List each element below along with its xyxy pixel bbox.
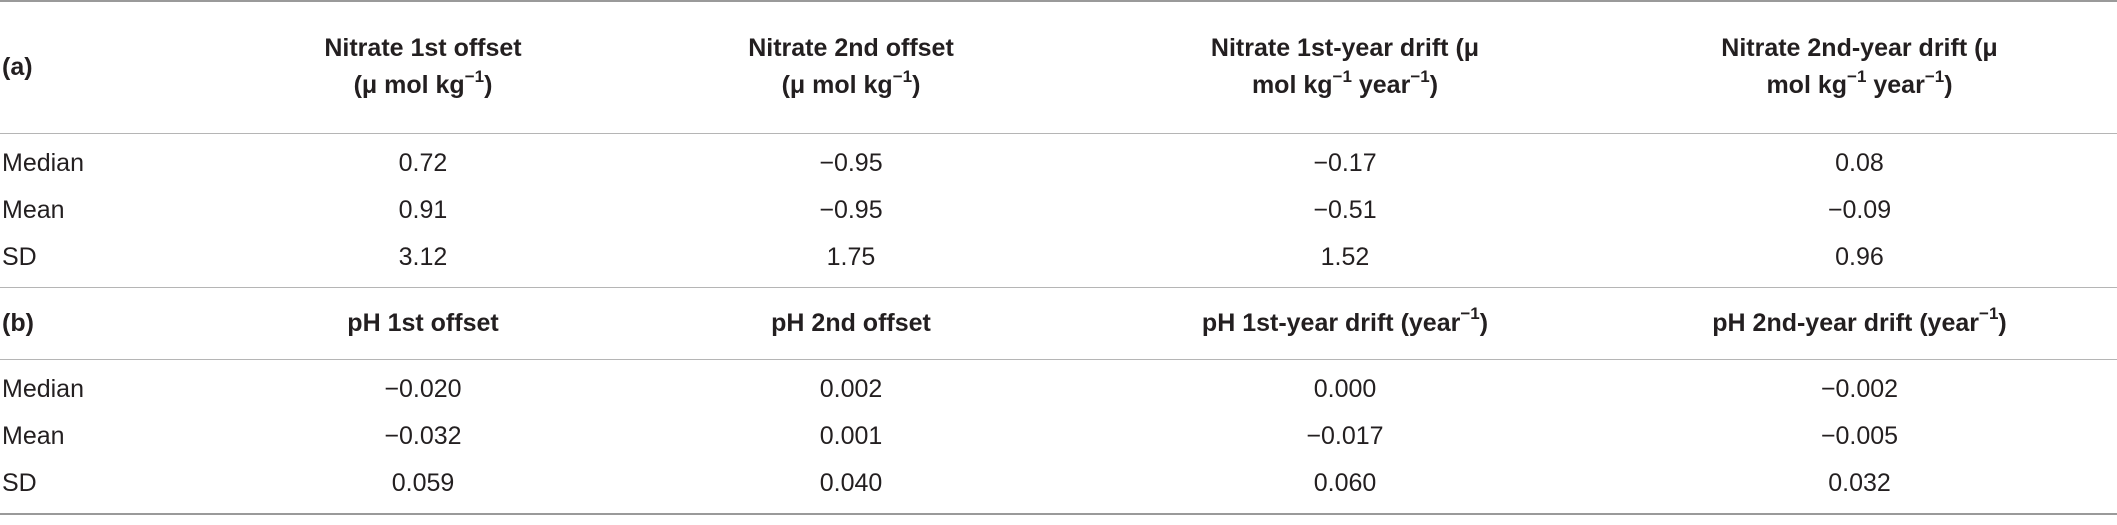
table-cell: 0.059 bbox=[391, 468, 455, 497]
table-cell: −0.005 bbox=[1820, 421, 1899, 450]
section-a-label: (a) bbox=[2, 52, 33, 81]
table-cell: 1.75 bbox=[826, 242, 876, 271]
row-label: SD bbox=[2, 242, 37, 271]
header-nitrate-1st-offset: Nitrate 1st offset (μ mol kg−1) bbox=[232, 1, 614, 133]
header-main: Nitrate 2nd-year drift (μ bbox=[1721, 34, 1998, 63]
table-cell: 0.040 bbox=[819, 468, 883, 497]
header-unit: (μ mol kg−1) bbox=[781, 66, 921, 100]
table-cell: −0.95 bbox=[819, 148, 883, 177]
header-main: Nitrate 1st offset bbox=[324, 34, 522, 63]
row-label: Mean bbox=[2, 195, 65, 224]
table-cell: −0.020 bbox=[384, 374, 462, 403]
table-row: Median −0.020 0.002 0.000 −0.002 bbox=[0, 359, 2117, 413]
table-row: Median 0.72 −0.95 −0.17 0.08 bbox=[0, 133, 2117, 187]
header-main: Nitrate 1st-year drift (μ bbox=[1210, 34, 1480, 63]
row-label: Median bbox=[2, 374, 84, 403]
table-cell: −0.002 bbox=[1820, 374, 1899, 403]
header-unit: mol kg−1 year−1) bbox=[1251, 66, 1439, 100]
section-a-header-row: (a) Nitrate 1st offset (μ mol kg−1) Nitr… bbox=[0, 1, 2117, 133]
section-b-header-row: (b) pH 1st offset pH 2nd offset pH 1st-y… bbox=[0, 287, 2117, 359]
table-cell: 0.72 bbox=[398, 148, 448, 177]
table-cell: −0.032 bbox=[384, 421, 462, 450]
table-cell: 0.91 bbox=[398, 195, 448, 224]
table-cell: 3.12 bbox=[398, 242, 448, 271]
table-row: SD 0.059 0.040 0.060 0.032 bbox=[0, 460, 2117, 514]
table-cell: −0.09 bbox=[1827, 195, 1892, 224]
table-cell: 0.08 bbox=[1835, 148, 1884, 177]
section-b-label: (b) bbox=[2, 308, 34, 337]
table-cell: −0.51 bbox=[1313, 195, 1377, 224]
table-cell: 1.52 bbox=[1320, 242, 1370, 271]
table-cell: −0.017 bbox=[1306, 421, 1384, 450]
table-cell: −0.17 bbox=[1313, 148, 1377, 177]
header-ph-2nd-year-drift: pH 2nd-year drift (year−1) bbox=[1712, 304, 2007, 337]
header-nitrate-1st-year-drift: Nitrate 1st-year drift (μ mol kg−1 year−… bbox=[1088, 1, 1602, 133]
table-row: SD 3.12 1.75 1.52 0.96 bbox=[0, 234, 2117, 288]
table-cell: 0.060 bbox=[1313, 468, 1377, 497]
row-label: SD bbox=[2, 468, 37, 497]
header-ph-1st-offset: pH 1st offset bbox=[347, 308, 499, 337]
header-ph-1st-year-drift: pH 1st-year drift (year−1) bbox=[1201, 304, 1489, 337]
table-cell: 0.96 bbox=[1835, 242, 1884, 271]
header-unit: (μ mol kg−1) bbox=[353, 66, 493, 100]
header-nitrate-2nd-year-drift: Nitrate 2nd-year drift (μ mol kg−1 year−… bbox=[1602, 1, 2117, 133]
row-label: Mean bbox=[2, 421, 65, 450]
row-label: Median bbox=[2, 148, 84, 177]
table-cell: −0.95 bbox=[819, 195, 883, 224]
table-cell: 0.000 bbox=[1313, 374, 1377, 403]
header-unit: mol kg−1 year−1) bbox=[1766, 66, 1953, 100]
table-row: Mean 0.91 −0.95 −0.51 −0.09 bbox=[0, 187, 2117, 234]
header-ph-2nd-offset: pH 2nd offset bbox=[771, 308, 931, 337]
table-cell: 0.001 bbox=[819, 421, 883, 450]
table-cell: 0.002 bbox=[819, 374, 883, 403]
header-nitrate-2nd-offset: Nitrate 2nd offset (μ mol kg−1) bbox=[614, 1, 1088, 133]
table-row: Mean −0.032 0.001 −0.017 −0.005 bbox=[0, 413, 2117, 460]
header-main: Nitrate 2nd offset bbox=[748, 34, 954, 63]
table-cell: 0.032 bbox=[1828, 468, 1891, 497]
